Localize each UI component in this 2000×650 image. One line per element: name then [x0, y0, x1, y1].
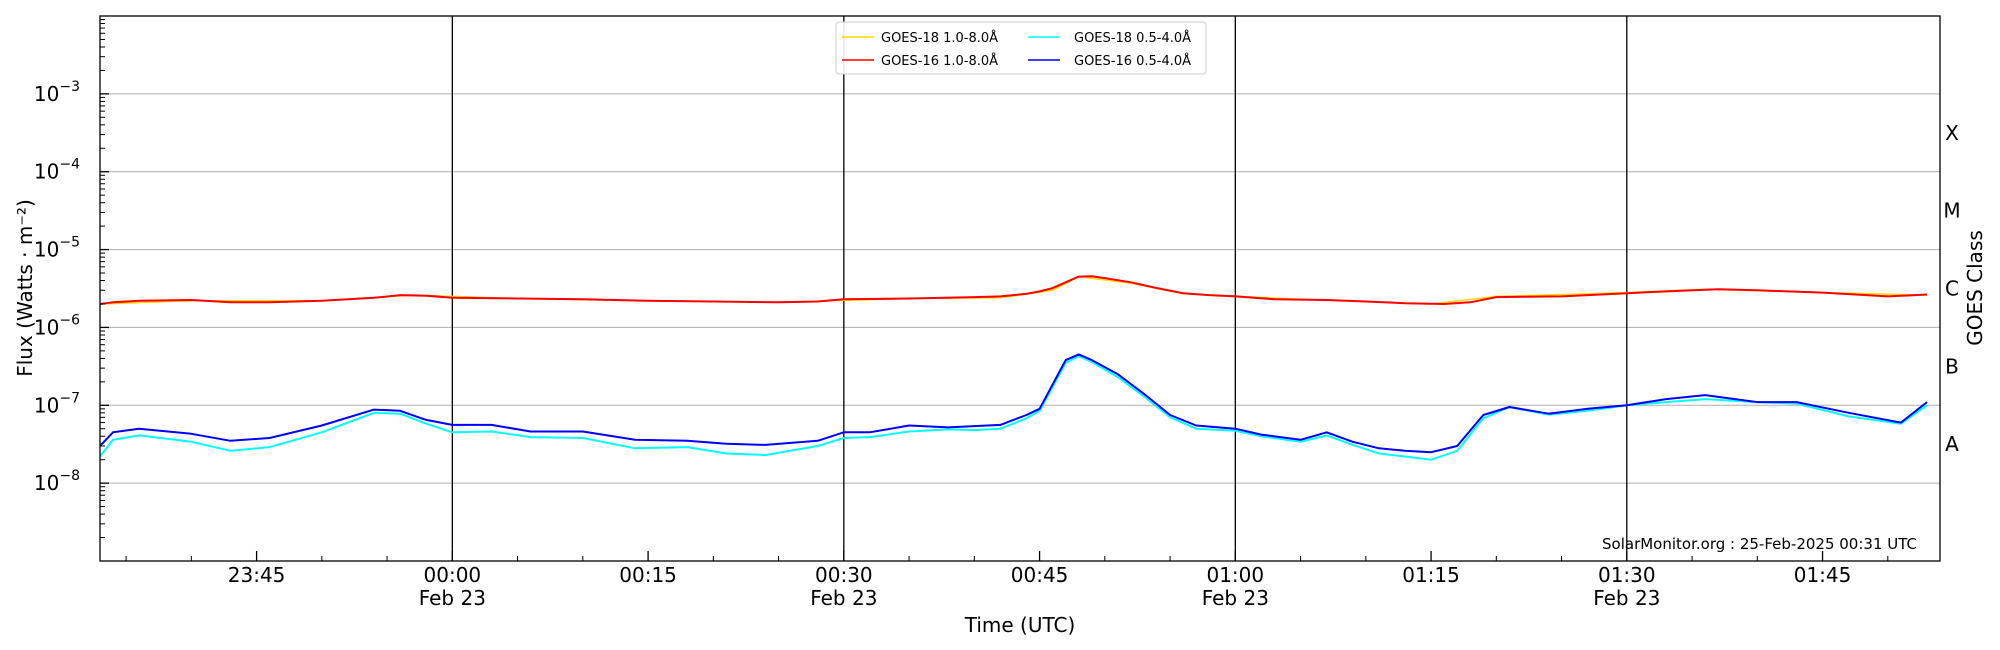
- y-axis-title: Flux (Watts · m⁻²): [13, 199, 37, 377]
- legend-label-goes16-short: GOES-16 0.5-4.0Å: [1074, 53, 1191, 69]
- goes-class-label-m: M: [1943, 199, 1960, 223]
- y-tick-label: 10−6: [34, 312, 80, 339]
- x-tick-date-label: Feb 23: [1593, 586, 1660, 610]
- legend-label-goes18-long: GOES-18 1.0-8.0Å: [881, 30, 998, 46]
- y-tick-label: 10−5: [34, 235, 80, 262]
- goes-class-label-b: B: [1945, 354, 1959, 378]
- x-axis-title: Time (UTC): [964, 613, 1076, 637]
- goes-class-label-c: C: [1945, 277, 1959, 301]
- x-tick-date-label: Feb 23: [419, 586, 486, 610]
- goes-class-label-a: A: [1945, 432, 1959, 456]
- legend: GOES-18 1.0-8.0Å GOES-18 0.5-4.0Å GOES-1…: [835, 21, 1207, 75]
- x-tick-label: 00:00: [424, 563, 482, 587]
- series-group: [100, 275, 1928, 461]
- x-tick-label: 01:30: [1598, 563, 1656, 587]
- x-tick-label: 01:15: [1402, 563, 1460, 587]
- x-tick-label: 01:45: [1794, 563, 1852, 587]
- x-tick-label: 01:00: [1206, 563, 1264, 587]
- source-annotation: SolarMonitor.org : 25-Feb-2025 00:31 UTC: [1602, 535, 1917, 553]
- series-line-3: [100, 353, 1928, 454]
- date-boundary-lines: [451, 16, 1628, 561]
- x-tick-date-label: Feb 23: [1202, 586, 1269, 610]
- y-axis-ticks: 10−8 10−7 10−6 10−5 10−4 10−3: [34, 19, 109, 539]
- x-tick-label: 00:30: [815, 563, 873, 587]
- x-tick-label: 00:15: [619, 563, 677, 587]
- x-tick-date-label: Feb 23: [810, 586, 877, 610]
- y-tick-label: 10−7: [34, 390, 80, 417]
- y-tick-label: 10−8: [34, 468, 80, 495]
- grid-lines: [100, 93, 1940, 484]
- plot-frame: [99, 15, 1941, 562]
- legend-box: [835, 21, 1207, 75]
- legend-label-goes18-short: GOES-18 0.5-4.0Å: [1074, 30, 1191, 46]
- x-tick-label: 23:45: [228, 563, 286, 587]
- y-tick-label: 10−4: [34, 157, 80, 184]
- goes-class-labels: A B C M X: [1943, 121, 1960, 456]
- legend-label-goes16-long: GOES-16 1.0-8.0Å: [881, 53, 998, 69]
- y2-axis-title: GOES Class: [1963, 230, 1987, 346]
- series-line-1: [100, 275, 1928, 305]
- goes-class-label-x: X: [1945, 121, 1959, 145]
- x-tick-label: 00:45: [1011, 563, 1069, 587]
- y-tick-label: 10−3: [34, 79, 80, 106]
